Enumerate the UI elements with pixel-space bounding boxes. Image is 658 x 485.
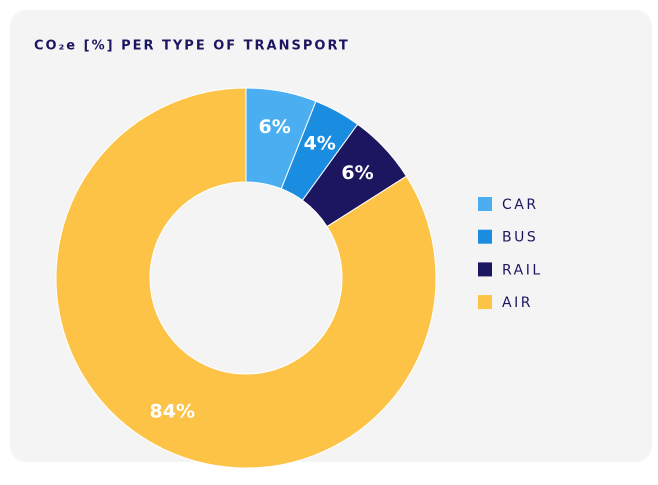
legend-label: CAR bbox=[502, 197, 539, 213]
legend-label: AIR bbox=[502, 295, 533, 311]
legend-swatch bbox=[478, 262, 492, 277]
legend-label: BUS bbox=[502, 230, 538, 246]
data-label: 6% bbox=[259, 116, 291, 138]
chart-title: CO₂e [%] PER TYPE OF TRANSPORT bbox=[34, 39, 350, 54]
donut-slice bbox=[55, 87, 437, 469]
legend-swatch bbox=[478, 197, 492, 211]
legend-swatch bbox=[478, 229, 492, 244]
legend-label: RAIL bbox=[502, 262, 543, 278]
data-label: 4% bbox=[304, 132, 336, 154]
data-label: 84% bbox=[150, 401, 195, 423]
data-label: 6% bbox=[341, 162, 373, 184]
legend-swatch bbox=[478, 295, 492, 310]
